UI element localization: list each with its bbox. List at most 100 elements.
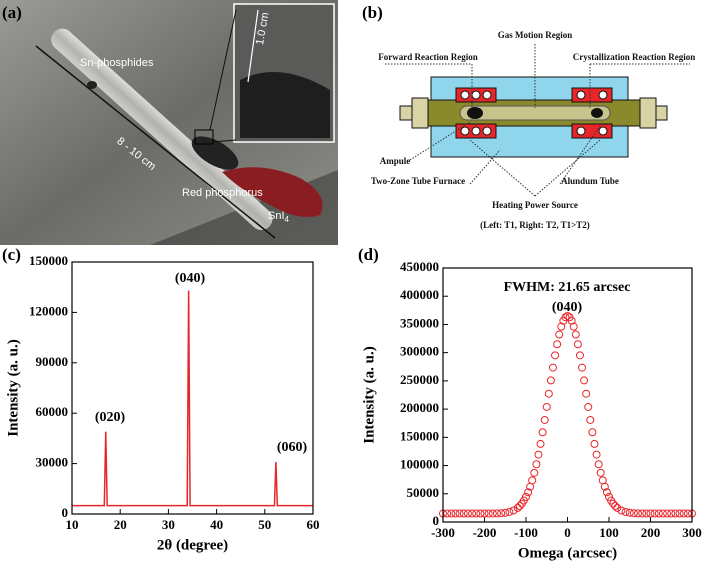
x-tick-label: 20 <box>114 517 127 532</box>
data-point <box>642 509 651 518</box>
x-tick-label: 10 <box>66 517 79 532</box>
data-point <box>646 509 655 518</box>
data-point <box>501 508 510 517</box>
zoom-box <box>194 129 214 145</box>
y-tick-label: 250000 <box>400 372 439 387</box>
y-tick-label: 400000 <box>400 287 439 302</box>
x-tick-label: 100 <box>599 525 619 540</box>
data-point <box>683 509 692 518</box>
data-point <box>679 509 688 518</box>
red-phosphorus <box>222 167 323 218</box>
diagram-label: Two-Zone Tube Furnace <box>371 176 465 186</box>
x-tick-label: -200 <box>473 525 497 540</box>
data-point <box>590 439 599 448</box>
panel-label: (d) <box>358 245 379 264</box>
data-point <box>515 501 524 510</box>
data-point <box>586 415 595 424</box>
data-point <box>596 468 605 477</box>
inset-scale: 1.0 cm <box>254 11 272 46</box>
ampule <box>459 105 611 121</box>
crystal <box>591 108 603 118</box>
data-point <box>650 509 659 518</box>
data-point <box>598 476 607 485</box>
plot-frame <box>442 267 693 523</box>
data-point <box>638 509 647 518</box>
y-tick-label: 90000 <box>36 354 69 369</box>
data-point <box>524 488 533 497</box>
data-point <box>569 322 578 331</box>
x-tick-label: -100 <box>514 525 538 540</box>
y-tick-label: 300000 <box>400 344 439 359</box>
data-point <box>513 503 522 512</box>
sn-phosphides-crystals <box>191 136 239 170</box>
source <box>467 107 483 119</box>
data-point <box>540 415 549 424</box>
length-arrow <box>35 45 276 239</box>
crystal <box>87 81 97 89</box>
data-point <box>588 428 597 437</box>
data-point <box>580 376 589 385</box>
data-point <box>538 428 547 437</box>
data-point <box>553 340 562 349</box>
data-point <box>573 340 582 349</box>
leader-lines <box>385 44 690 197</box>
photo-panel: (a) Sn-phosphides 8 - 10 cm Red phosphor… <box>0 0 338 245</box>
y-tick-label: 30000 <box>36 455 69 470</box>
photo-label: Sn-phosphides <box>80 57 154 69</box>
data-point <box>658 509 667 518</box>
tube <box>51 28 273 230</box>
data-point <box>563 311 572 320</box>
data-point <box>536 439 545 448</box>
panel-label: (a) <box>2 3 22 22</box>
data-point <box>480 509 489 518</box>
scale-arrow <box>247 9 259 83</box>
data-point <box>447 509 456 518</box>
data-point <box>592 450 601 459</box>
annotation: (020) <box>95 410 126 425</box>
data-point <box>492 509 501 518</box>
data-point <box>617 506 626 515</box>
y-tick-label: 60000 <box>36 404 69 419</box>
plot-frame <box>71 261 314 515</box>
data-point <box>557 322 566 331</box>
data-point <box>575 351 584 360</box>
data-point <box>675 509 684 518</box>
data-point <box>443 509 452 518</box>
data-point <box>663 509 672 518</box>
x-tick-label: 30 <box>162 517 175 532</box>
y-tick-label: 50000 <box>407 485 440 500</box>
coil-marks <box>460 90 608 136</box>
x-axis-label: 2θ (degree) <box>157 537 228 553</box>
diagram-label: Ampule <box>380 156 411 166</box>
data-point <box>602 488 611 497</box>
sni-sub: 4 <box>285 215 290 224</box>
data-point <box>497 509 506 518</box>
diagram-label: Crystallization Reaction Region <box>573 52 695 62</box>
x-tick-label: 200 <box>641 525 661 540</box>
y-tick-label: 0 <box>62 505 69 520</box>
data-point <box>584 402 593 411</box>
data-point <box>629 509 638 518</box>
flange <box>639 97 657 129</box>
data-point <box>611 501 620 510</box>
data-point <box>609 499 618 508</box>
data-point <box>530 468 539 477</box>
data-point <box>532 460 541 469</box>
data-point <box>671 509 680 518</box>
data-point <box>578 363 587 372</box>
data-point <box>551 351 560 360</box>
data-point <box>654 509 663 518</box>
diagram-label: Alundum Tube <box>561 176 619 186</box>
photo-label: Red phosphorus <box>182 187 263 199</box>
data-point <box>528 476 537 485</box>
diagram-label: Forward Reaction Region <box>378 52 477 62</box>
diagram-panel: (b) Gas Motion Region Forward Reaction R… <box>362 3 695 230</box>
flange <box>411 97 429 129</box>
data-point <box>555 330 564 339</box>
data-point <box>522 492 530 501</box>
data-point <box>621 507 630 516</box>
data-point <box>476 509 485 518</box>
data-point <box>472 509 481 518</box>
data-point <box>548 363 557 372</box>
